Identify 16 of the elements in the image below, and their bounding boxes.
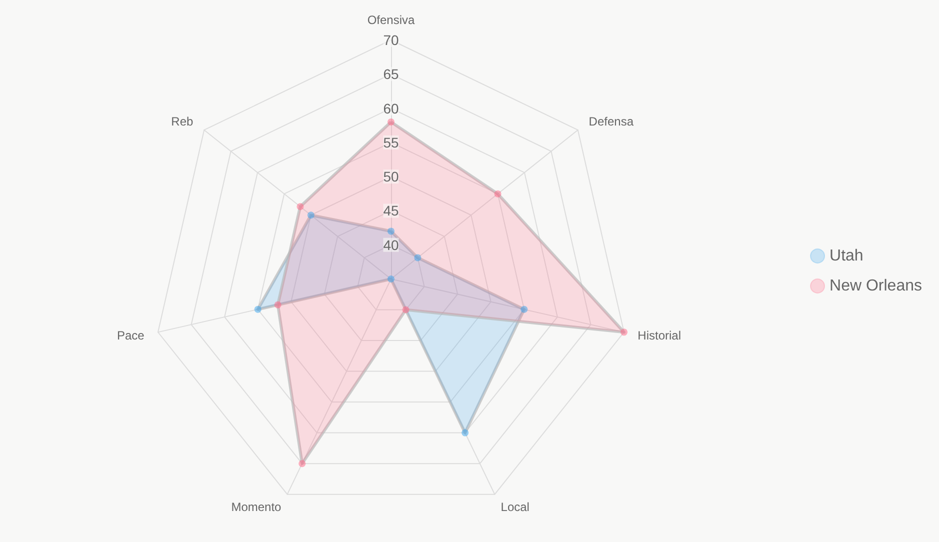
y-tick-label: 65 (383, 66, 399, 82)
spoke-label: Local (500, 500, 530, 514)
y-tick-label: 55 (383, 134, 399, 150)
y-tick-label: 50 (383, 168, 399, 185)
y-tick-label: 70 (383, 32, 399, 48)
spoke-label: Ofensiva (367, 13, 415, 27)
spoke-label: Momento (231, 500, 282, 514)
legend-label: Utah (830, 248, 864, 264)
spoke-label: Reb (171, 114, 194, 128)
y-tick-label: 40 (383, 236, 399, 253)
legend-label: New Orleans (830, 278, 922, 294)
y-tick-label: 60 (383, 100, 399, 116)
spoke-label: Defensa (588, 114, 634, 128)
spoke-label: Pace (116, 328, 145, 342)
spoke-label: Historial (638, 328, 681, 342)
y-tick-label: 45 (383, 202, 399, 219)
